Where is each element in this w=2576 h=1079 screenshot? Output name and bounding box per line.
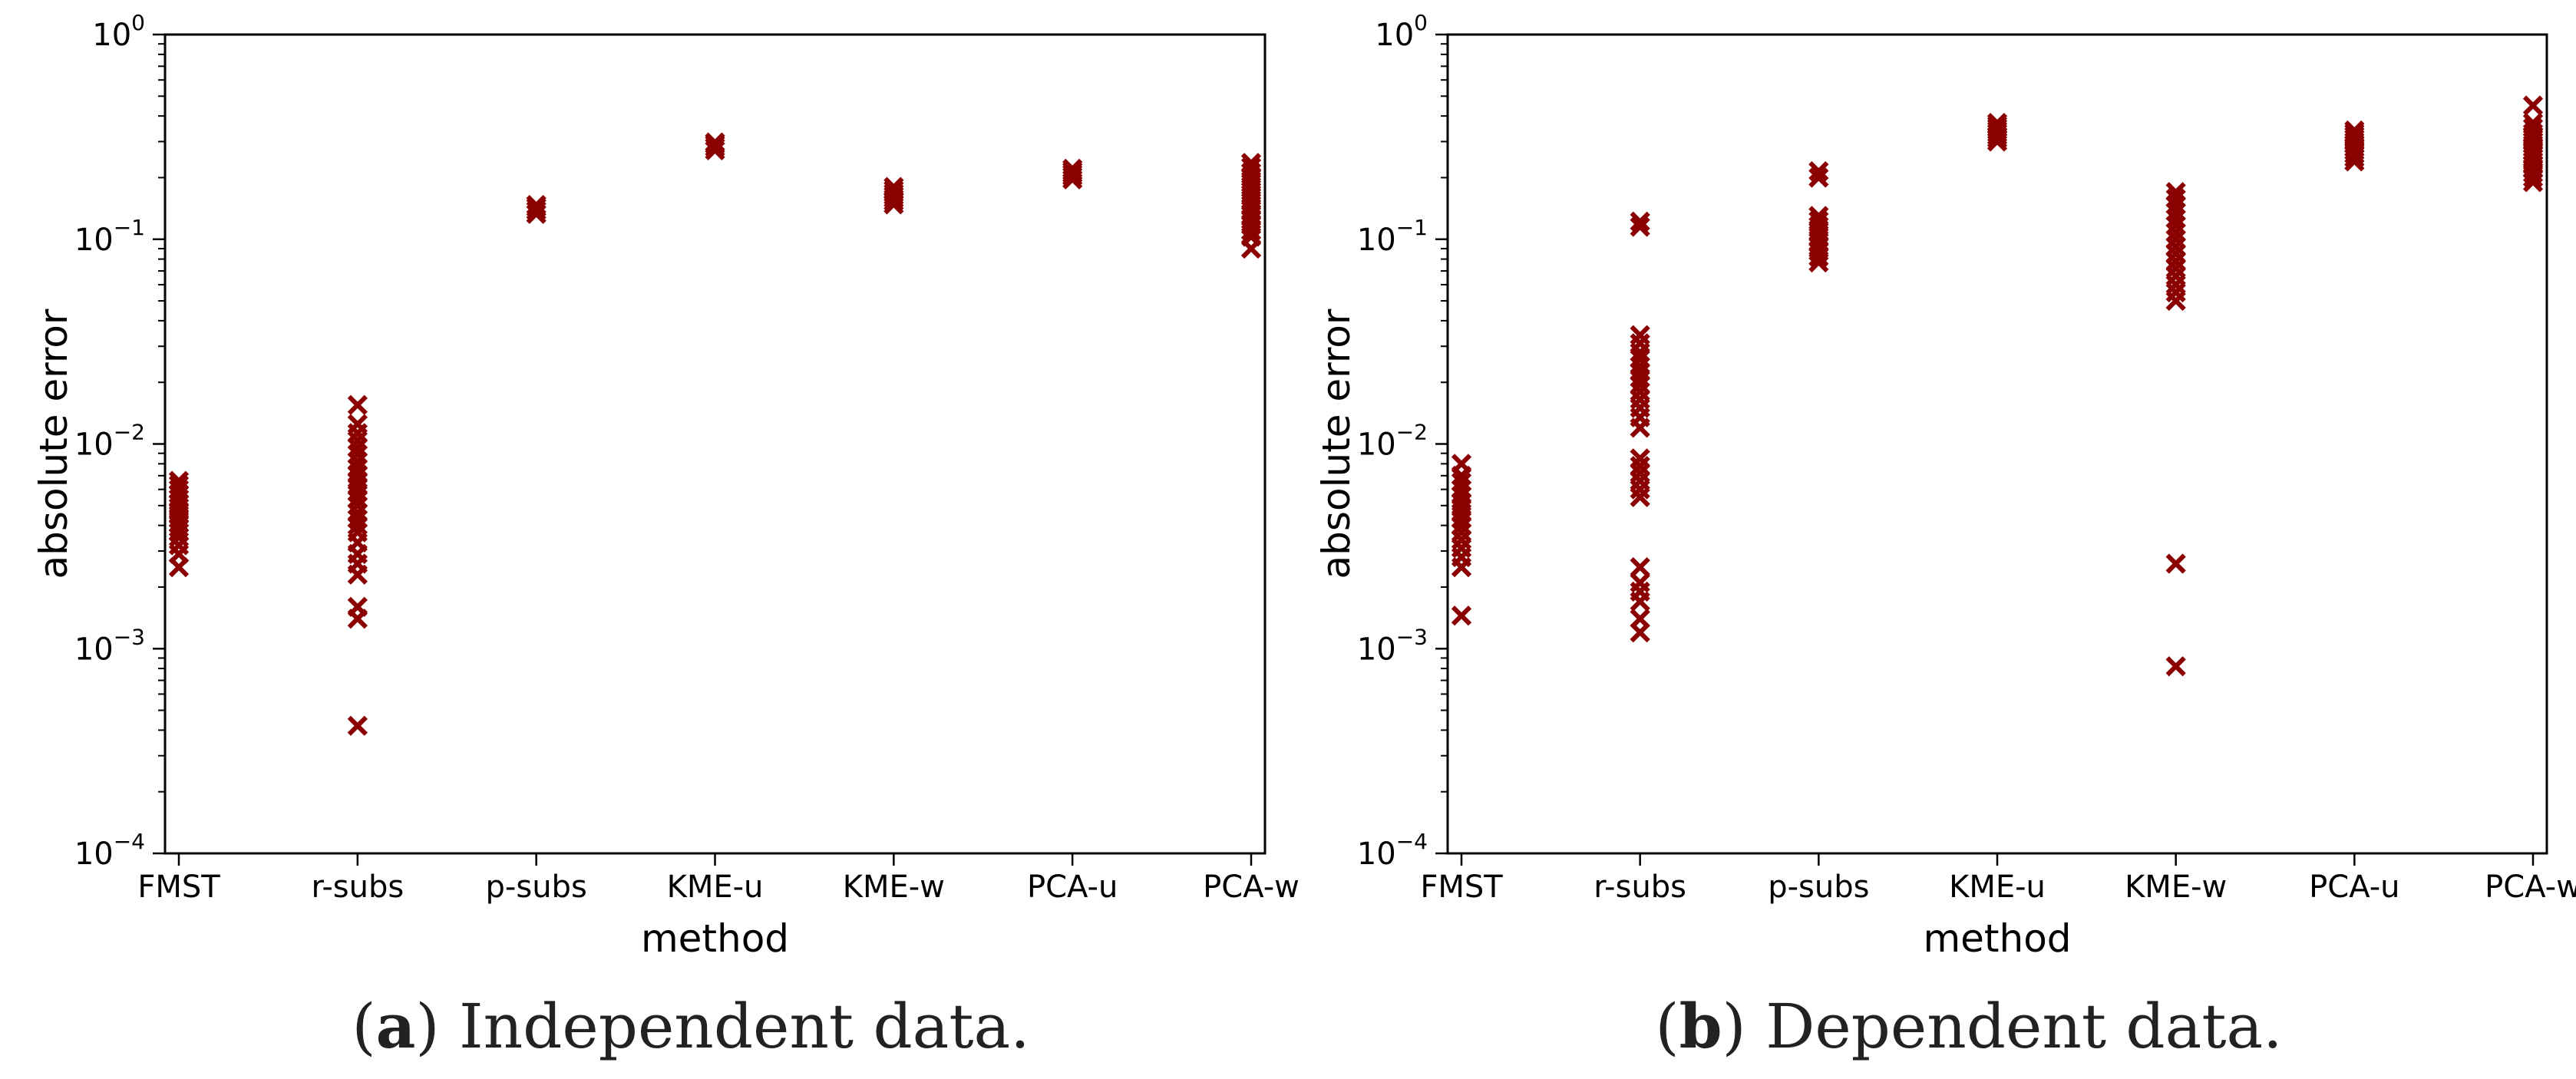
x-tick-label: KME-u — [1949, 869, 2046, 905]
y-tick-label: 10−1 — [74, 215, 145, 258]
x-axis-label: method — [641, 916, 789, 961]
data-point — [347, 414, 368, 434]
caption-a-letter: a — [375, 990, 416, 1062]
y-tick-label: 10−3 — [1357, 624, 1428, 667]
x-tick-label: PCA-w — [1203, 869, 1300, 905]
plot-frame — [163, 33, 1267, 855]
data-point — [1451, 605, 1472, 626]
data-point — [705, 132, 725, 153]
data-point — [347, 430, 368, 451]
y-tick-label: 10−3 — [74, 624, 145, 667]
data-point — [1062, 158, 1083, 180]
x-tick-label: KME-w — [843, 869, 945, 905]
caption-b-letter: b — [1679, 990, 1722, 1062]
data-point — [347, 596, 368, 617]
y-tick-label: 10−2 — [1357, 420, 1428, 463]
data-point — [2165, 282, 2186, 303]
data-point — [883, 177, 904, 197]
x-tick-label: PCA-u — [1027, 869, 1118, 905]
data-point — [347, 394, 368, 415]
data-point — [1808, 160, 1829, 182]
x-tick-label: KME-u — [667, 869, 764, 905]
y-tick-label: 100 — [92, 10, 145, 53]
data-point — [2522, 113, 2544, 134]
x-tick-label: PCA-w — [2485, 869, 2576, 905]
data-point — [2522, 95, 2544, 116]
x-tick-label: p-subs — [486, 869, 587, 905]
x-tick-label: FMST — [137, 869, 220, 905]
y-axis-label: absolute error — [1314, 309, 1359, 579]
y-tick-label: 10−4 — [1357, 829, 1428, 872]
y-tick-label: 10−1 — [1357, 215, 1428, 258]
data-point — [1808, 210, 1829, 231]
plot-frame — [1446, 33, 2548, 855]
x-tick-label: FMST — [1420, 869, 1503, 905]
data-point — [1451, 472, 1472, 493]
data-point — [1630, 216, 1650, 237]
data-point — [1630, 463, 1650, 483]
data-point — [1240, 157, 1262, 177]
data-point — [2522, 117, 2544, 138]
data-point — [2165, 258, 2186, 279]
data-point — [168, 470, 190, 491]
data-point — [1630, 470, 1650, 491]
data-point — [1808, 167, 1829, 188]
y-tick-label: 10−2 — [74, 420, 145, 463]
data-point — [1630, 389, 1650, 410]
data-point — [2165, 266, 2186, 287]
x-tick-label: KME-w — [2125, 869, 2227, 905]
x-axis-label: method — [1923, 916, 2071, 961]
x-tick-label: PCA-u — [2309, 869, 2399, 905]
data-point — [2165, 656, 2186, 677]
x-tick-label: r-subs — [1593, 869, 1686, 905]
y-tick-label: 10−4 — [74, 829, 145, 872]
x-tick-label: p-subs — [1768, 869, 1869, 905]
data-point — [168, 474, 190, 496]
data-point — [1630, 448, 1650, 469]
data-point — [1630, 487, 1650, 507]
data-point — [1630, 556, 1650, 578]
panel-b: 10−4 10−3 10−2 10−1 100 FMST r-subs p-subs KME-u… — [1314, 10, 2576, 961]
caption-a-text: ) Independent data. — [415, 991, 1030, 1062]
data-point — [1630, 609, 1650, 629]
y-tick-label: 100 — [1375, 10, 1428, 53]
data-point — [2165, 188, 2186, 209]
data-point — [2165, 251, 2186, 272]
caption-b: (b) Dependent data. — [1655, 990, 2283, 1062]
data-point — [1630, 572, 1650, 593]
data-point — [1630, 211, 1650, 232]
data-point — [1451, 454, 1472, 474]
data-point — [2165, 182, 2186, 203]
panel-a: 10−4 10−3 10−2 10−1 100 FMST r-subs p-subs KME-u… — [31, 10, 1300, 961]
data-point — [526, 194, 547, 216]
data-point — [1630, 456, 1650, 477]
caption-a: (a) Independent data. — [352, 990, 1030, 1062]
data-point — [1986, 113, 2008, 134]
caption-b-text: ) Dependent data. — [1722, 991, 2283, 1062]
data-point — [347, 715, 368, 736]
x-tick-label: r-subs — [311, 869, 404, 905]
data-point — [1808, 206, 1829, 226]
data-point — [1630, 325, 1650, 345]
data-point — [2344, 120, 2365, 141]
y-axis-label: absolute error — [31, 309, 76, 579]
data-point — [2165, 553, 2186, 574]
data-point — [1630, 348, 1650, 369]
data-point — [1240, 153, 1262, 173]
